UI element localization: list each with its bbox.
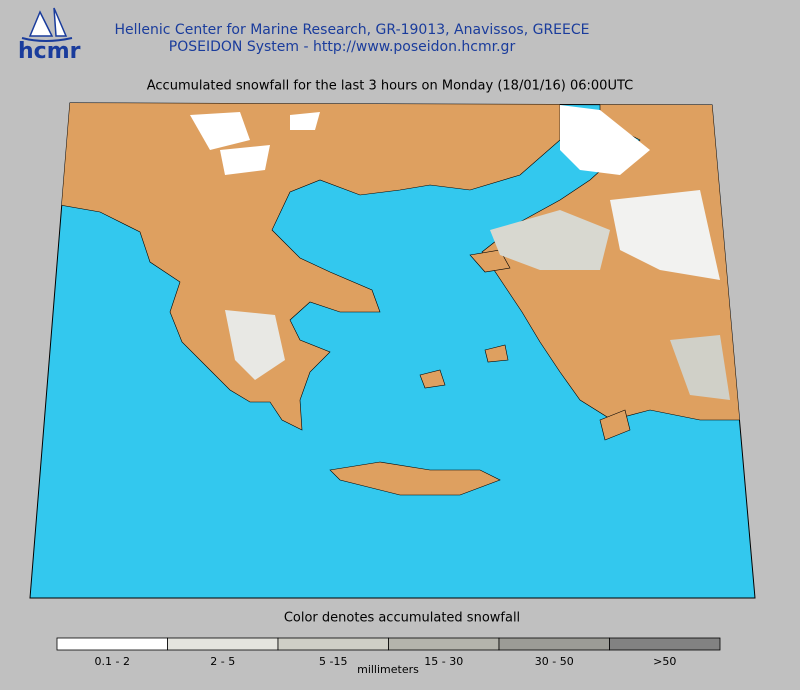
legend-label: 15 - 30	[424, 655, 463, 668]
logo-text: hcmr	[18, 39, 81, 64]
land	[484, 344, 509, 363]
header-line: Hellenic Center for Marine Research, GR-…	[114, 22, 589, 38]
legend-caption: Color denotes accumulated snowfall	[284, 611, 520, 626]
legend-swatch	[609, 637, 721, 651]
legend-swatch	[498, 637, 610, 651]
logo: hcmr	[18, 7, 81, 64]
legend-label: 30 - 50	[535, 655, 574, 668]
legend-swatch	[56, 637, 168, 651]
land	[469, 249, 511, 273]
map	[29, 102, 756, 599]
legend-label: 0.1 - 2	[95, 655, 130, 668]
legend: 0.1 - 2 2 - 5 5 -15 15 - 30 30 - 50 >50	[56, 637, 721, 668]
legend-unit: millimeters	[357, 663, 419, 676]
legend-label: >50	[653, 655, 676, 668]
legend-swatch	[167, 637, 279, 651]
legend-swatch	[388, 637, 500, 651]
land	[599, 409, 631, 441]
legend-label: 2 - 5	[210, 655, 235, 668]
snow-area	[190, 105, 730, 400]
header-line: POSEIDON System - http://www.poseidon.hc…	[169, 39, 516, 55]
map-title: Accumulated snowfall for the last 3 hour…	[147, 79, 633, 94]
legend-swatch	[277, 637, 389, 651]
land	[329, 461, 501, 496]
land	[59, 103, 561, 431]
land	[419, 369, 446, 389]
legend-label: 5 -15	[319, 655, 347, 668]
